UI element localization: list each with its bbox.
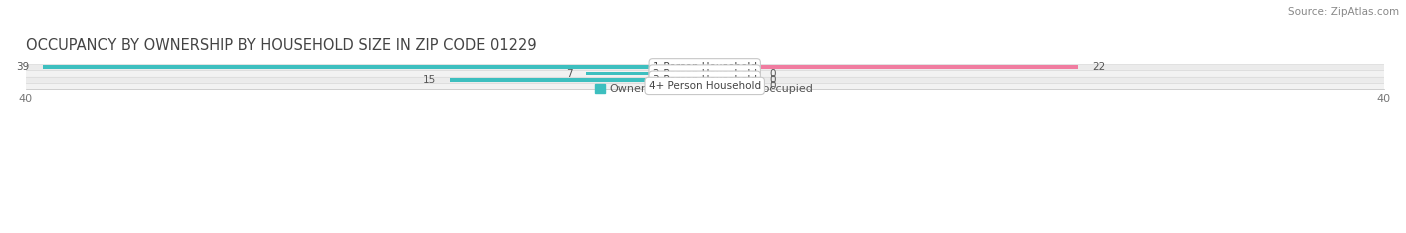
Text: 4+ Person Household: 4+ Person Household: [648, 81, 761, 91]
Bar: [25, 64, 1384, 70]
Text: 3-Person Household: 3-Person Household: [652, 75, 756, 85]
Bar: [42, 65, 704, 69]
Bar: [704, 84, 755, 88]
Text: OCCUPANCY BY OWNERSHIP BY HOUSEHOLD SIZE IN ZIP CODE 01229: OCCUPANCY BY OWNERSHIP BY HOUSEHOLD SIZE…: [25, 38, 536, 53]
Bar: [704, 65, 1078, 69]
Bar: [704, 78, 755, 82]
Text: 15: 15: [423, 75, 436, 85]
Bar: [450, 78, 704, 82]
Text: 7: 7: [565, 69, 572, 79]
Bar: [586, 72, 704, 75]
Bar: [25, 83, 1384, 89]
Bar: [25, 77, 1384, 83]
Text: 0: 0: [769, 81, 776, 91]
Legend: Owner-occupied, Renter-occupied: Owner-occupied, Renter-occupied: [591, 80, 818, 99]
Bar: [704, 72, 755, 75]
Bar: [25, 70, 1384, 77]
Text: 0: 0: [668, 81, 673, 91]
Text: 1-Person Household: 1-Person Household: [652, 62, 756, 72]
Text: 22: 22: [1092, 62, 1105, 72]
Bar: [688, 84, 704, 88]
Text: 2-Person Household: 2-Person Household: [652, 69, 756, 79]
Text: 0: 0: [769, 75, 776, 85]
Text: 39: 39: [15, 62, 30, 72]
Text: Source: ZipAtlas.com: Source: ZipAtlas.com: [1288, 7, 1399, 17]
Text: 0: 0: [769, 69, 776, 79]
